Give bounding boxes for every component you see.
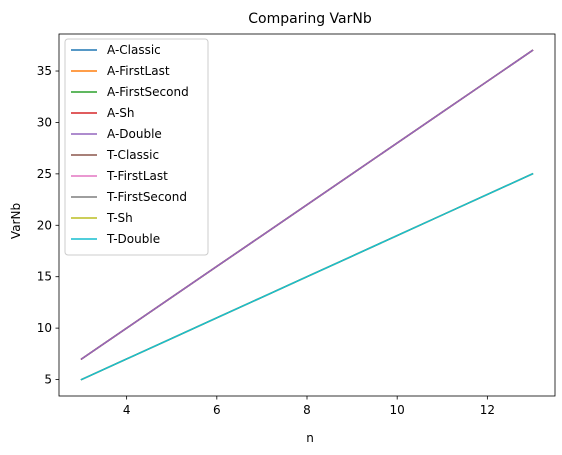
y-axis-label: VarNb [9, 203, 23, 239]
chart-title: Comparing VarNb [248, 11, 372, 27]
x-tick-label: 6 [213, 403, 221, 417]
legend-label-t-sh: T-Sh [106, 211, 133, 225]
legend-label-t-firstlast: T-FirstLast [106, 169, 168, 183]
legend-label-a-classic: A-Classic [107, 43, 161, 57]
y-tick-label: 25 [37, 167, 52, 181]
legend-items: A-Classic A-FirstLast A-FirstSecond A-Sh A-D… [71, 43, 189, 246]
series-line-a-double [80, 49, 534, 361]
plot-area: 4 6 8 10 12 5 10 15 20 25 30 35 [37, 33, 556, 417]
legend-label-t-classic: T-Classic [106, 148, 159, 162]
y-tick-label: 5 [44, 373, 52, 387]
legend-box [64, 38, 209, 256]
y-tick-label: 30 [37, 115, 52, 129]
legend-label-a-firstlast: A-FirstLast [107, 64, 170, 78]
x-tick-label: 4 [123, 403, 131, 417]
y-tick-label: 35 [37, 64, 52, 78]
y-axis-ticks: 5 10 15 20 25 30 35 [37, 64, 59, 387]
x-tick-label: 8 [303, 403, 311, 417]
legend: A-Classic A-FirstLast A-FirstSecond A-Sh A-D… [64, 38, 209, 256]
x-tick-label: 12 [480, 403, 495, 417]
y-tick-label: 20 [37, 218, 52, 232]
y-tick-label: 10 [37, 321, 52, 335]
series-layer [80, 49, 534, 381]
legend-label-a-firstsecond: A-FirstSecond [107, 85, 189, 99]
y-tick-label: 15 [37, 270, 52, 284]
x-tick-label: 10 [390, 403, 405, 417]
legend-label-t-double: T-Double [106, 232, 160, 246]
x-axis-ticks: 4 6 8 10 12 [123, 396, 495, 417]
legend-label-t-firstsecond: T-FirstSecond [106, 190, 187, 204]
x-axis-label: n [306, 431, 314, 445]
legend-label-a-sh: A-Sh [107, 106, 135, 120]
legend-label-a-double: A-Double [107, 127, 162, 141]
series-line-t-double [80, 172, 534, 381]
